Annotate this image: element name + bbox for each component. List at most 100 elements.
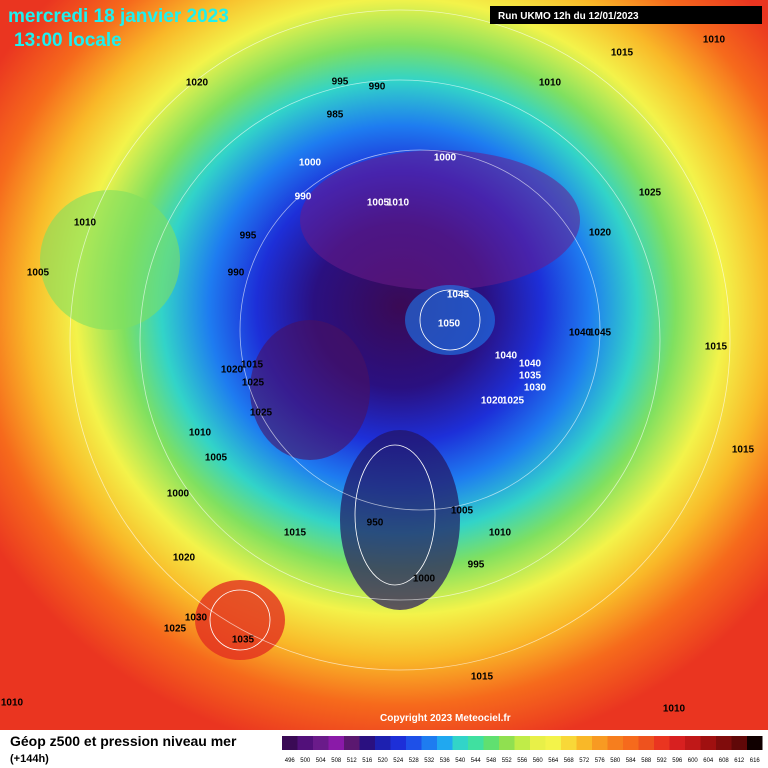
scale-label: 612 bbox=[734, 758, 745, 764]
isobar-label: 1020 bbox=[221, 365, 244, 376]
scale-swatch bbox=[359, 736, 375, 750]
scale-swatch bbox=[421, 736, 437, 750]
scale-label: 600 bbox=[688, 758, 699, 764]
isobar-label: 995 bbox=[240, 231, 257, 242]
isobar-line bbox=[139, 79, 661, 601]
isobar-label: 1005 bbox=[451, 506, 474, 517]
footer-lead: (+144h) bbox=[10, 753, 49, 765]
high bbox=[405, 285, 495, 355]
scale-swatch bbox=[514, 736, 530, 750]
time: 13:00 locale bbox=[14, 30, 122, 51]
scale-label: 584 bbox=[626, 758, 637, 764]
isobar-label: 1005 bbox=[367, 198, 390, 209]
scale-label: 536 bbox=[440, 758, 451, 764]
scale-label: 596 bbox=[672, 758, 683, 764]
scale-label: 532 bbox=[424, 758, 435, 764]
scale-swatch bbox=[406, 736, 422, 750]
scale-swatch bbox=[561, 736, 577, 750]
isobar-label: 1010 bbox=[489, 528, 512, 539]
isobar-line bbox=[354, 444, 436, 586]
scale-swatch bbox=[654, 736, 670, 750]
isobar-label: 1015 bbox=[611, 48, 634, 59]
isobar-label: 990 bbox=[369, 82, 386, 93]
scale-swatch bbox=[328, 736, 344, 750]
isobar-label: 1050 bbox=[438, 319, 461, 330]
isobar-label: 990 bbox=[228, 268, 245, 279]
scale-swatch bbox=[747, 736, 763, 750]
scale-swatch bbox=[669, 736, 685, 750]
scale-label: 516 bbox=[362, 758, 373, 764]
scale-swatch bbox=[499, 736, 515, 750]
scale-label: 604 bbox=[703, 758, 714, 764]
scale-label: 588 bbox=[641, 758, 652, 764]
scale-swatch bbox=[375, 736, 391, 750]
isobar-line bbox=[239, 149, 601, 511]
isobar-label: 1010 bbox=[74, 218, 97, 229]
scale-label: 556 bbox=[517, 758, 528, 764]
isobar-label: 1025 bbox=[242, 378, 265, 389]
isobar-label: 1030 bbox=[185, 613, 208, 624]
isobar-label: 1015 bbox=[732, 445, 755, 456]
scale-label: 512 bbox=[347, 758, 358, 764]
trough bbox=[300, 150, 580, 290]
scale-swatch bbox=[623, 736, 639, 750]
scale-swatch bbox=[545, 736, 561, 750]
scale-label: 616 bbox=[750, 758, 761, 764]
date: mercredi 18 janvier 2023 bbox=[8, 6, 229, 27]
footer-title: Géop z500 et pression niveau mer bbox=[10, 733, 237, 749]
copyright: Copyright 2023 Meteociel.fr bbox=[380, 713, 511, 724]
isobar-label: 1000 bbox=[413, 574, 436, 585]
scale-label: 504 bbox=[316, 758, 327, 764]
scale-label: 500 bbox=[300, 758, 311, 764]
scale-label: 528 bbox=[409, 758, 420, 764]
isobar-label: 1000 bbox=[299, 158, 322, 169]
scale-label: 548 bbox=[486, 758, 497, 764]
isobar-label: 1010 bbox=[539, 78, 562, 89]
isobar-label: 1020 bbox=[173, 553, 196, 564]
scale-label: 560 bbox=[533, 758, 544, 764]
isobar-label: 1010 bbox=[387, 198, 410, 209]
isobar-label: 1020 bbox=[481, 396, 504, 407]
isobar-label: 1035 bbox=[519, 371, 542, 382]
isobar-label: 1015 bbox=[471, 672, 494, 683]
isobar-label: 950 bbox=[367, 518, 384, 529]
scale-label: 524 bbox=[393, 758, 404, 764]
isobar-label: 1020 bbox=[589, 228, 612, 239]
run-box bbox=[490, 6, 762, 24]
scale-swatch bbox=[716, 736, 732, 750]
scale-swatch bbox=[297, 736, 313, 750]
scale-swatch bbox=[313, 736, 329, 750]
isobar-label: 995 bbox=[468, 560, 485, 571]
scale-swatch bbox=[731, 736, 747, 750]
trough bbox=[250, 320, 370, 460]
isobar-label: 1040 bbox=[569, 328, 592, 339]
scale-label: 608 bbox=[719, 758, 730, 764]
scale-label: 496 bbox=[285, 758, 296, 764]
scale-swatch bbox=[390, 736, 406, 750]
isobar-label: 1045 bbox=[447, 290, 470, 301]
scale-label: 580 bbox=[610, 758, 621, 764]
scale-swatch bbox=[483, 736, 499, 750]
isobar-label: 1020 bbox=[186, 78, 209, 89]
isobar-line bbox=[69, 9, 731, 671]
isobar-label: 1040 bbox=[495, 351, 518, 362]
scale-swatch bbox=[638, 736, 654, 750]
scale-swatch bbox=[282, 736, 298, 750]
isobar-line bbox=[209, 589, 271, 651]
isobar-line bbox=[419, 289, 481, 351]
scale-swatch bbox=[607, 736, 623, 750]
isobar-label: 1025 bbox=[502, 396, 525, 407]
scale-label: 576 bbox=[595, 758, 606, 764]
scale-swatch bbox=[468, 736, 484, 750]
isobar-label: 1040 bbox=[519, 359, 542, 370]
isobar-label: 1025 bbox=[250, 408, 273, 419]
color-scale: 496 500 504 508 512 516 520 524 528 532 536 540 544 5… bbox=[282, 736, 763, 764]
scale-swatch bbox=[530, 736, 546, 750]
scale-label: 568 bbox=[564, 758, 575, 764]
isobar-label: 1025 bbox=[164, 624, 187, 635]
isobar-label: 1010 bbox=[703, 35, 726, 46]
scale-swatch bbox=[344, 736, 360, 750]
isobar-label: 985 bbox=[327, 110, 344, 121]
scale-swatch bbox=[592, 736, 608, 750]
